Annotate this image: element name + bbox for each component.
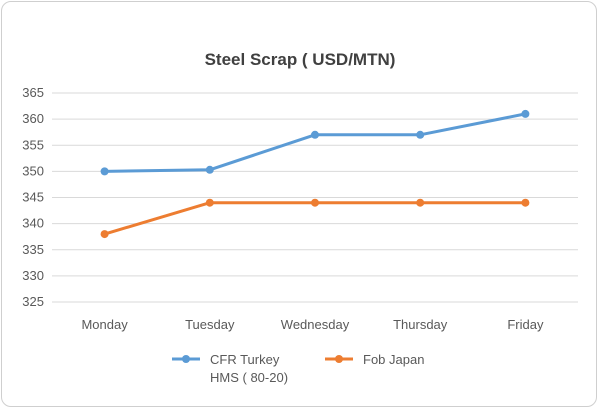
series-line [104, 201, 526, 236]
data-point [521, 109, 530, 118]
y-tick-label: 350 [22, 163, 44, 178]
legend: CFR Turkey HMS ( 80-20) Fob Japan [172, 352, 424, 385]
y-tick-label: 345 [22, 190, 44, 205]
data-point [311, 130, 319, 139]
data-point [521, 198, 530, 207]
data-point [100, 167, 109, 176]
y-tick-label: 330 [22, 268, 44, 283]
legend-label: Fob Japan [363, 352, 424, 367]
data-point [416, 198, 425, 207]
x-tick-label: Wednesday [281, 317, 350, 332]
legend-label: HMS ( 80-20) [210, 370, 288, 385]
y-tick-label: 360 [22, 111, 44, 126]
x-tick-label: Monday [81, 317, 128, 332]
series-line [104, 112, 526, 173]
x-axis-ticks: Monday Tuesday Wednesday Thursday Friday [81, 317, 543, 332]
series-lines [100, 109, 530, 239]
legend-marker [182, 355, 190, 363]
legend-label: CFR Turkey [210, 352, 280, 367]
chart-title: Steel Scrap ( USD/MTN) [205, 50, 396, 69]
legend-marker [335, 355, 343, 363]
data-point [416, 130, 425, 139]
data-point [100, 230, 109, 239]
x-tick-label: Thursday [393, 317, 448, 332]
data-point [205, 198, 214, 207]
y-tick-label: 355 [22, 137, 44, 152]
x-tick-label: Friday [507, 317, 544, 332]
y-tick-label: 365 [22, 85, 44, 100]
data-point [205, 165, 214, 174]
y-tick-label: 325 [22, 294, 44, 309]
x-tick-label: Tuesday [185, 317, 235, 332]
y-axis-ticks: 325 330 335 340 345 350 355 360 365 [22, 85, 44, 309]
data-point [311, 198, 319, 207]
gridlines [52, 92, 578, 303]
y-tick-label: 335 [22, 242, 44, 257]
y-tick-label: 340 [22, 216, 44, 231]
